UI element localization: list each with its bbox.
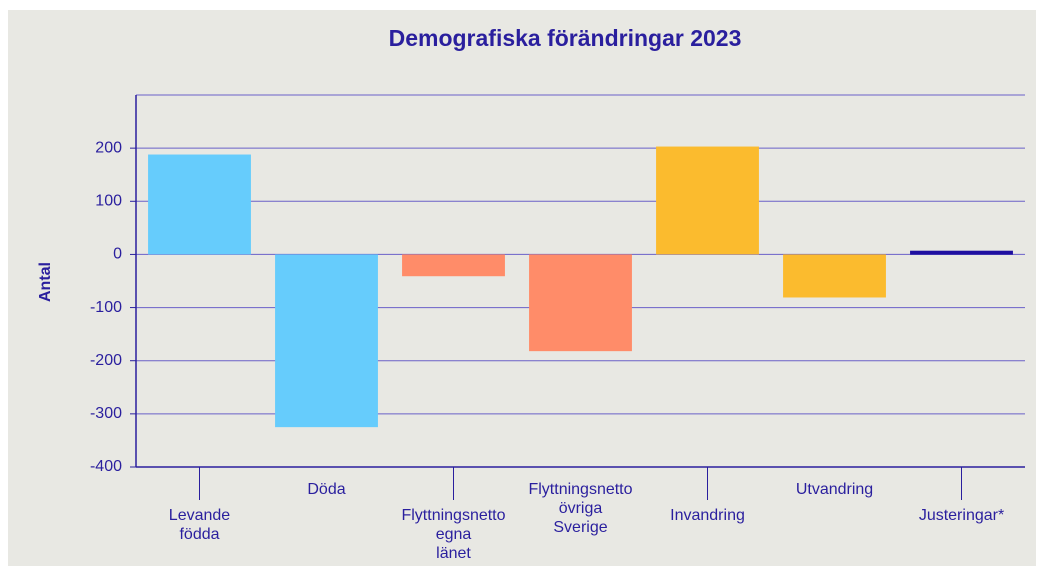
bar bbox=[783, 254, 886, 298]
y-tick-label: -400 bbox=[90, 458, 122, 475]
bar bbox=[656, 146, 759, 255]
y-tick-label: -200 bbox=[90, 352, 122, 369]
x-tick-label: Utvandring bbox=[795, 481, 874, 498]
bar bbox=[148, 154, 251, 255]
x-tick-label: Döda bbox=[307, 481, 346, 498]
x-tick-label: Invandring bbox=[670, 507, 745, 524]
x-tick-label: Flyttningsnetto övriga Sverige bbox=[528, 481, 633, 536]
x-tick-label: Justeringar* bbox=[918, 507, 1005, 524]
bar bbox=[529, 254, 632, 352]
bar bbox=[910, 250, 1013, 255]
x-tick-label: Flyttningsnetto egna länet bbox=[401, 507, 506, 562]
chart-title: Demografiska förändringar 2023 bbox=[389, 25, 742, 51]
y-tick-label: -100 bbox=[90, 299, 122, 316]
y-tick-label: 200 bbox=[95, 139, 122, 156]
x-tick-label: Levande födda bbox=[168, 507, 231, 543]
y-tick-label: 0 bbox=[113, 246, 122, 263]
y-tick-label: 100 bbox=[95, 193, 122, 210]
bar bbox=[275, 254, 378, 428]
bar bbox=[402, 254, 505, 277]
y-tick-label: -300 bbox=[90, 405, 122, 422]
y-axis-label: Antal bbox=[37, 262, 54, 302]
